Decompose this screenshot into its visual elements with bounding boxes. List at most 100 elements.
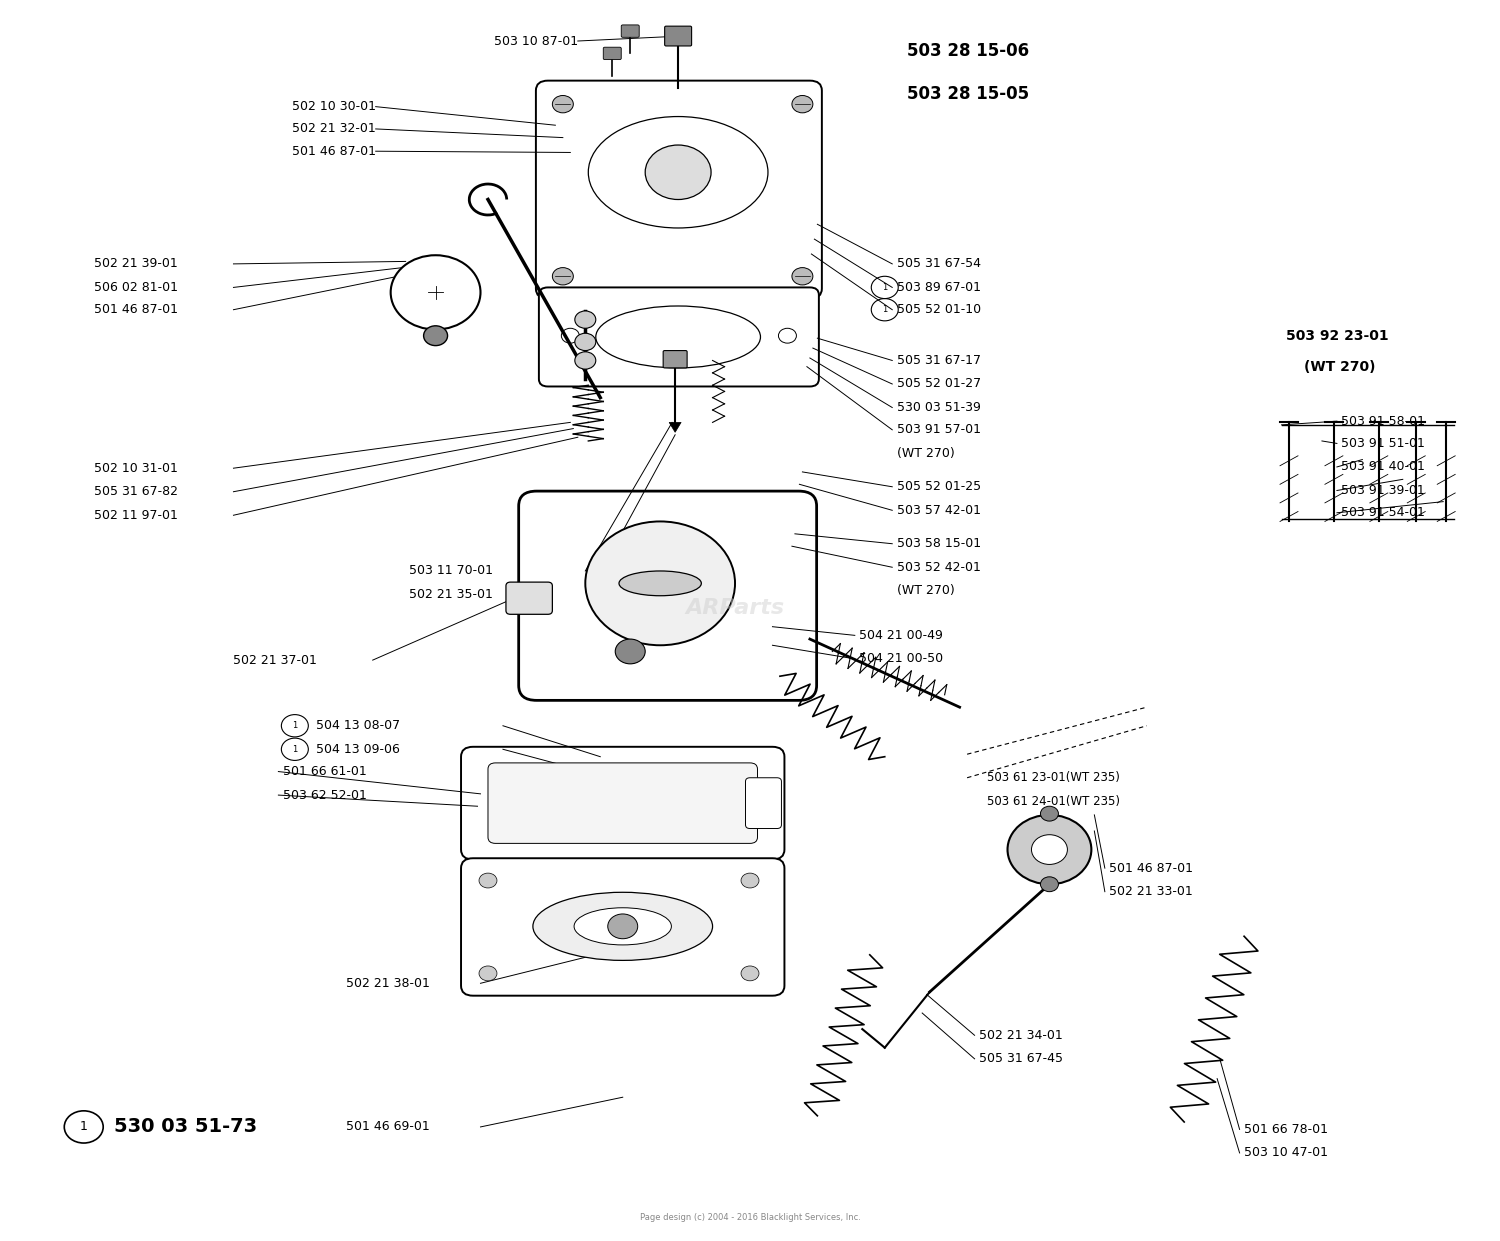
Ellipse shape	[620, 571, 702, 596]
Text: 504 21 00-49: 504 21 00-49	[859, 629, 944, 642]
Text: (WT 270): (WT 270)	[1304, 360, 1376, 374]
Text: 501 46 87-01: 501 46 87-01	[1110, 861, 1194, 875]
Text: 530 03 51-73: 530 03 51-73	[114, 1117, 256, 1137]
Text: 502 21 33-01: 502 21 33-01	[1110, 885, 1192, 898]
FancyBboxPatch shape	[488, 763, 758, 844]
FancyBboxPatch shape	[460, 859, 784, 995]
Ellipse shape	[532, 892, 712, 961]
Circle shape	[478, 874, 496, 889]
Text: 502 11 97-01: 502 11 97-01	[94, 509, 178, 521]
Circle shape	[1041, 807, 1059, 822]
Text: 503 91 58-01: 503 91 58-01	[1341, 414, 1425, 428]
Text: 1: 1	[882, 283, 888, 292]
Text: 505 31 67-45: 505 31 67-45	[980, 1052, 1064, 1065]
Text: 502 21 37-01: 502 21 37-01	[234, 654, 318, 666]
Text: 505 31 67-17: 505 31 67-17	[897, 354, 981, 367]
Circle shape	[574, 311, 596, 329]
Text: (WT 270): (WT 270)	[897, 585, 954, 597]
Text: 501 46 87-01: 501 46 87-01	[291, 145, 375, 158]
Text: 503 10 87-01: 503 10 87-01	[494, 35, 578, 47]
Text: 502 21 35-01: 502 21 35-01	[408, 588, 492, 601]
Text: 503 28 15-05: 503 28 15-05	[908, 86, 1029, 103]
Circle shape	[741, 874, 759, 889]
Text: 503 61 23-01(WT 235): 503 61 23-01(WT 235)	[987, 771, 1119, 784]
Text: 502 10 30-01: 502 10 30-01	[291, 101, 375, 113]
Ellipse shape	[596, 307, 760, 367]
Text: 502 10 31-01: 502 10 31-01	[94, 462, 178, 475]
Ellipse shape	[588, 117, 768, 228]
Circle shape	[574, 334, 596, 350]
FancyBboxPatch shape	[538, 288, 819, 386]
Text: Page design (c) 2004 - 2016 Blacklight Services, Inc.: Page design (c) 2004 - 2016 Blacklight S…	[639, 1212, 861, 1222]
Text: 503 89 67-01: 503 89 67-01	[897, 280, 981, 294]
Text: 503 91 57-01: 503 91 57-01	[897, 423, 981, 437]
Text: 504 13 09-06: 504 13 09-06	[316, 743, 399, 756]
Text: 503 91 40-01: 503 91 40-01	[1341, 460, 1425, 474]
Text: 503 28 15-06: 503 28 15-06	[908, 42, 1029, 60]
Text: 501 46 87-01: 501 46 87-01	[94, 303, 178, 316]
Text: 505 52 01-25: 505 52 01-25	[897, 480, 981, 493]
Text: 505 52 01-10: 505 52 01-10	[897, 303, 981, 316]
FancyBboxPatch shape	[519, 491, 816, 700]
Text: 503 91 39-01: 503 91 39-01	[1341, 484, 1425, 496]
Text: 503 62 52-01: 503 62 52-01	[284, 788, 366, 802]
Text: 503 91 54-01: 503 91 54-01	[1341, 506, 1425, 519]
Circle shape	[390, 256, 480, 330]
Text: 503 91 51-01: 503 91 51-01	[1341, 437, 1425, 450]
FancyBboxPatch shape	[603, 47, 621, 60]
Text: 504 13 08-07: 504 13 08-07	[316, 720, 400, 732]
FancyBboxPatch shape	[746, 778, 782, 829]
Circle shape	[741, 965, 759, 980]
Polygon shape	[669, 422, 681, 432]
Circle shape	[778, 329, 796, 344]
Text: 1: 1	[80, 1121, 87, 1133]
Text: 503 11 70-01: 503 11 70-01	[408, 565, 492, 577]
Text: 501 66 78-01: 501 66 78-01	[1244, 1123, 1328, 1136]
Text: 502 21 34-01: 502 21 34-01	[980, 1029, 1064, 1041]
Text: 503 57 42-01: 503 57 42-01	[897, 504, 981, 516]
Text: 506 02 81-01: 506 02 81-01	[94, 280, 178, 294]
Ellipse shape	[574, 907, 672, 944]
Text: 1: 1	[292, 745, 297, 753]
Circle shape	[645, 145, 711, 200]
Text: 530 03 51-39: 530 03 51-39	[897, 401, 981, 414]
Circle shape	[615, 639, 645, 664]
Text: 505 52 01-27: 505 52 01-27	[897, 377, 981, 391]
Text: 502 21 38-01: 502 21 38-01	[346, 977, 429, 990]
FancyBboxPatch shape	[460, 747, 784, 860]
Text: (WT 270): (WT 270)	[897, 447, 954, 460]
Circle shape	[478, 965, 496, 980]
Text: 503 61 24-01(WT 235): 503 61 24-01(WT 235)	[987, 794, 1119, 808]
Circle shape	[608, 913, 638, 938]
Text: 502 21 39-01: 502 21 39-01	[94, 257, 178, 271]
Text: 503 52 42-01: 503 52 42-01	[897, 561, 981, 573]
Text: 1: 1	[292, 721, 297, 730]
Text: 503 10 47-01: 503 10 47-01	[1244, 1147, 1328, 1159]
Circle shape	[1008, 815, 1092, 885]
Text: 501 66 61-01: 501 66 61-01	[284, 764, 366, 778]
Circle shape	[552, 268, 573, 285]
FancyBboxPatch shape	[536, 81, 822, 299]
Circle shape	[585, 521, 735, 645]
Circle shape	[423, 326, 447, 345]
FancyBboxPatch shape	[506, 582, 552, 614]
Circle shape	[561, 329, 579, 344]
Text: 504 21 00-50: 504 21 00-50	[859, 653, 944, 665]
Circle shape	[1041, 877, 1059, 892]
FancyBboxPatch shape	[663, 350, 687, 367]
Text: ARParts: ARParts	[686, 598, 784, 618]
Text: 503 58 15-01: 503 58 15-01	[897, 537, 981, 550]
Text: 505 31 67-82: 505 31 67-82	[94, 485, 178, 498]
Text: 503 92 23-01: 503 92 23-01	[1286, 329, 1389, 343]
FancyBboxPatch shape	[621, 25, 639, 37]
Circle shape	[574, 351, 596, 369]
FancyBboxPatch shape	[664, 26, 692, 46]
Text: 1: 1	[882, 305, 888, 314]
Circle shape	[552, 96, 573, 113]
Text: 501 46 69-01: 501 46 69-01	[346, 1121, 429, 1133]
Circle shape	[792, 268, 813, 285]
Text: 505 31 67-54: 505 31 67-54	[897, 257, 981, 271]
Circle shape	[1032, 835, 1068, 865]
Text: 502 21 32-01: 502 21 32-01	[292, 123, 375, 135]
Circle shape	[792, 96, 813, 113]
